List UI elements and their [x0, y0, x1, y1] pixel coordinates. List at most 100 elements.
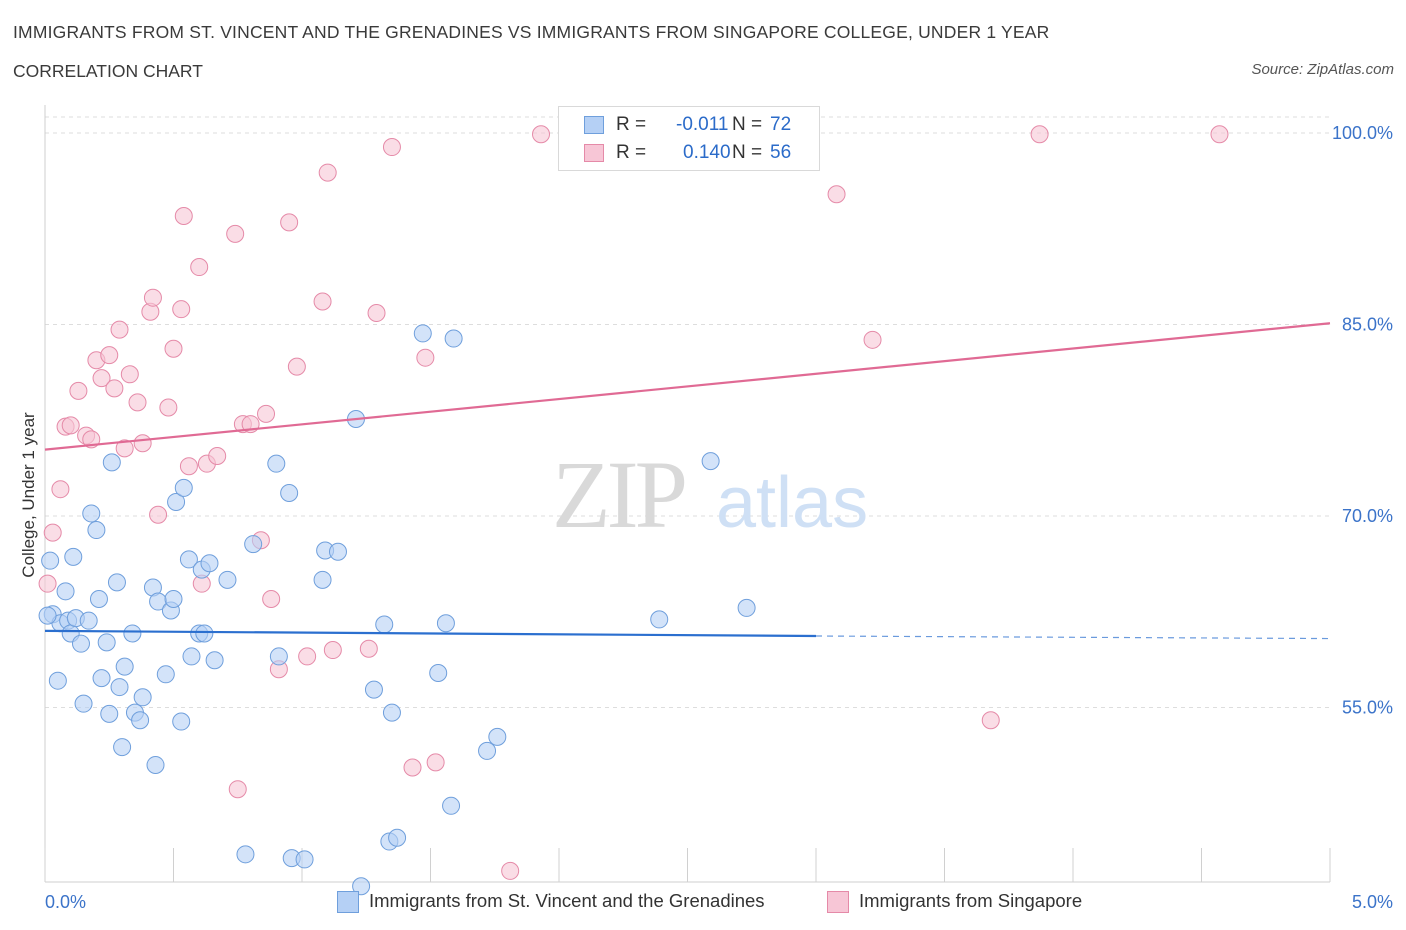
y-tick-label: 55.0%	[1342, 698, 1393, 718]
point-st-vincent	[218, 570, 237, 589]
point-singapore	[51, 480, 70, 499]
point-st-vincent	[174, 478, 193, 497]
y-tick-label: 70.0%	[1342, 506, 1393, 526]
point-st-vincent	[146, 755, 165, 774]
point-st-vincent	[164, 589, 183, 608]
point-singapore	[323, 641, 342, 660]
point-st-vincent	[280, 484, 299, 503]
trend-line-st-vincent	[44, 629, 817, 638]
point-singapore	[228, 780, 247, 799]
point-singapore	[981, 711, 1000, 730]
legend-r-label: R =	[616, 142, 647, 163]
legend-r-value-pink: 0.140	[683, 142, 731, 163]
legend-swatch-blue	[584, 116, 604, 134]
point-st-vincent	[74, 694, 93, 713]
y-tick-label: 85.0%	[1342, 315, 1393, 335]
point-st-vincent	[236, 845, 255, 864]
point-st-vincent	[79, 611, 98, 630]
legend-label-st-vincent: Immigrants from St. Vincent and the Gren…	[369, 890, 765, 911]
point-st-vincent	[115, 657, 134, 676]
point-st-vincent	[352, 877, 371, 896]
point-singapore	[313, 292, 332, 311]
point-st-vincent	[413, 324, 432, 343]
point-singapore	[257, 404, 276, 423]
point-singapore	[128, 393, 147, 412]
point-st-vincent	[429, 664, 448, 683]
point-st-vincent	[48, 671, 67, 690]
point-st-vincent	[41, 551, 60, 570]
point-singapore	[367, 304, 386, 323]
trend-line-singapore	[44, 322, 1331, 451]
point-st-vincent	[313, 570, 332, 589]
legend-n-label: N =	[732, 142, 763, 163]
point-singapore	[172, 300, 191, 319]
point-singapore	[382, 138, 401, 157]
point-st-vincent	[87, 521, 106, 540]
point-singapore	[149, 505, 168, 524]
legend-n-label: N =	[732, 114, 763, 135]
point-st-vincent	[179, 550, 198, 569]
point-singapore	[532, 125, 551, 144]
chart-title: IMMIGRANTS FROM ST. VINCENT AND THE GREN…	[13, 22, 1050, 42]
point-singapore	[92, 369, 111, 388]
point-st-vincent	[182, 647, 201, 666]
point-singapore	[69, 381, 88, 400]
legend-n-value-pink: 56	[770, 142, 792, 163]
source-label: Source: ZipAtlas.com	[1251, 61, 1394, 78]
x-tick-label-min: 0.0%	[45, 892, 86, 912]
point-singapore	[133, 434, 152, 453]
point-st-vincent	[97, 633, 116, 652]
point-singapore	[208, 446, 227, 465]
point-singapore	[1030, 125, 1049, 144]
point-st-vincent	[650, 610, 669, 629]
y-tick-labels: 55.0% 70.0% 85.0% 100.0%	[1332, 123, 1393, 718]
point-singapore	[280, 213, 299, 232]
point-singapore	[43, 523, 62, 542]
gridlines	[45, 116, 1330, 708]
legend-swatch-st-vincent	[337, 891, 359, 913]
point-singapore	[426, 753, 445, 772]
point-singapore	[143, 288, 162, 307]
point-singapore	[318, 163, 337, 182]
point-st-vincent	[82, 504, 101, 523]
point-st-vincent	[364, 680, 383, 699]
point-st-vincent	[478, 741, 497, 760]
point-singapore	[226, 224, 245, 243]
point-st-vincent	[205, 651, 224, 670]
point-st-vincent	[56, 582, 75, 601]
legend-n-value-blue: 72	[770, 114, 792, 135]
point-singapore	[416, 348, 435, 367]
point-st-vincent	[102, 453, 121, 472]
point-st-vincent	[488, 727, 507, 746]
point-st-vincent	[375, 615, 394, 634]
y-axis-label: College, Under 1 year	[19, 412, 38, 578]
legend-r-value-blue: -0.011	[676, 114, 729, 135]
point-singapore	[159, 398, 178, 417]
watermark-zip: ZIP	[552, 441, 685, 548]
point-singapore	[262, 589, 281, 608]
point-singapore	[403, 758, 422, 777]
point-st-vincent	[167, 492, 186, 511]
point-singapore	[115, 439, 134, 458]
series-st-vincent-points	[38, 324, 756, 896]
point-st-vincent	[92, 669, 111, 688]
point-st-vincent	[64, 547, 83, 566]
trend-line-st-vincent-projection	[815, 635, 1331, 640]
point-st-vincent	[701, 452, 720, 471]
point-st-vincent	[737, 598, 756, 617]
point-singapore	[827, 185, 846, 204]
correlation-legend: R = -0.011 N = 72 R = 0.140 N = 56	[558, 106, 820, 171]
point-singapore	[179, 457, 198, 476]
point-singapore	[298, 647, 317, 666]
point-st-vincent	[244, 535, 263, 554]
point-st-vincent	[156, 665, 175, 684]
point-st-vincent	[388, 828, 407, 847]
point-singapore	[1210, 125, 1229, 144]
trend-lines	[44, 322, 1331, 640]
point-st-vincent	[123, 624, 142, 643]
point-singapore	[105, 379, 124, 398]
legend-swatch-singapore	[827, 891, 849, 913]
point-st-vincent	[295, 850, 314, 869]
point-singapore	[61, 416, 80, 435]
